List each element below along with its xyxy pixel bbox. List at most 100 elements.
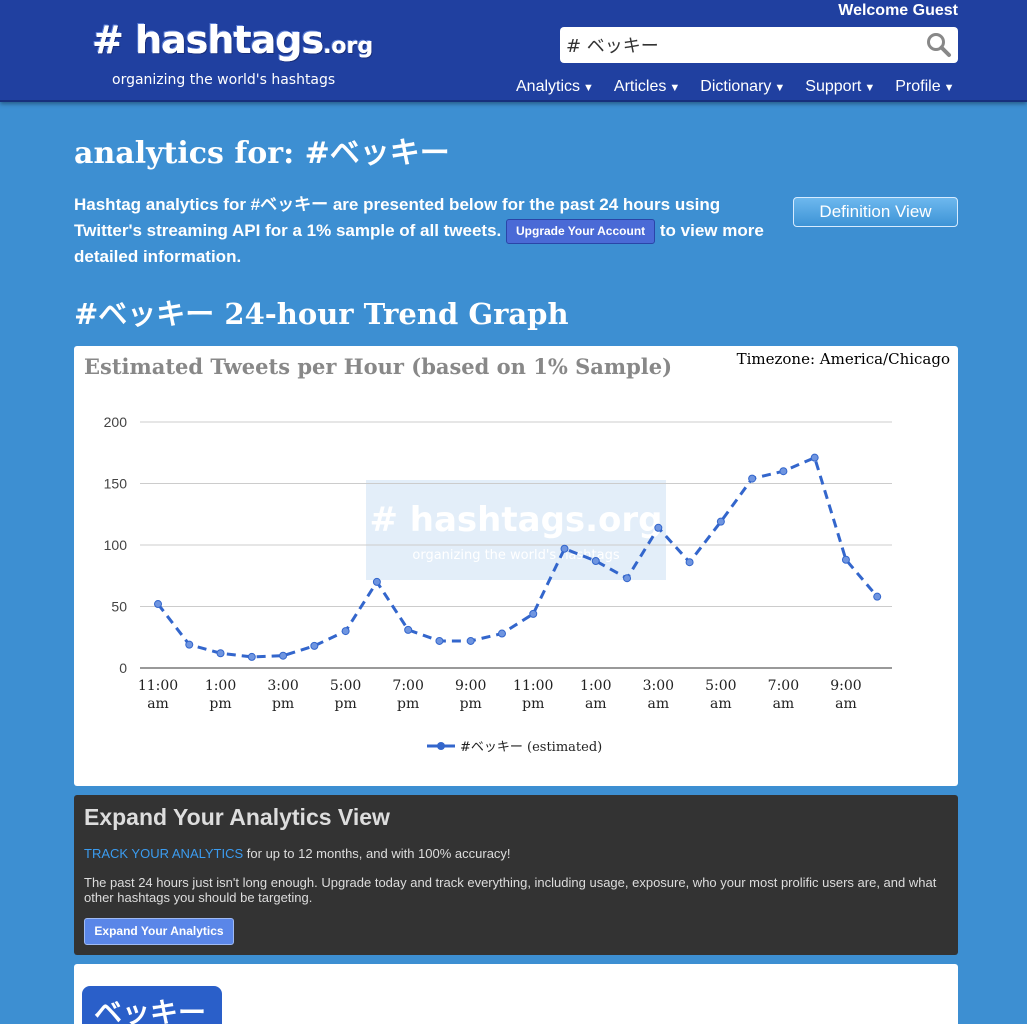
watermark-tagline: organizing the world's hashtags — [412, 548, 619, 563]
x-tick-sublabel: pm — [272, 696, 294, 712]
data-point — [685, 558, 694, 567]
x-tick-sublabel: am — [773, 696, 795, 712]
chart-gridlines — [140, 421, 892, 669]
y-tick-label: 200 — [104, 414, 128, 430]
x-tick-sublabel: pm — [460, 696, 482, 712]
chart-card: # hashtags.org organizing the world's has… — [74, 346, 958, 786]
data-point — [748, 474, 757, 483]
x-tick-label: 9:00 — [830, 678, 861, 694]
x-tick-label: 7:00 — [392, 678, 423, 694]
chevron-down-icon: ▼ — [583, 82, 594, 94]
legend-marker — [437, 742, 445, 750]
nav-articles-label: Articles — [613, 78, 667, 95]
data-point — [779, 467, 788, 476]
x-tick-label: 1:00 — [205, 678, 236, 694]
chevron-down-icon: ▼ — [669, 82, 681, 94]
upgrade-account-button[interactable]: Upgrade Your Account — [506, 219, 656, 244]
track-analytics-rest: for up to 12 months, and with 100% accur… — [243, 846, 511, 861]
nav-articles[interactable]: Articles ▼ — [614, 78, 680, 96]
intro-text-end: to view more detailed information. — [74, 221, 764, 266]
nav-dictionary-label: Dictionary — [700, 78, 772, 95]
x-tick-label: 9:00 — [455, 678, 486, 694]
expand-analytics-card: Expand Your Analytics View TRACK YOUR AN… — [74, 795, 958, 955]
x-tick-label: 5:00 — [705, 678, 736, 694]
page-title: analytics for: #ベッキー — [74, 136, 450, 171]
x-tick-sublabel: am — [710, 696, 732, 712]
x-tick-label: 7:00 — [768, 678, 799, 694]
data-point — [716, 517, 725, 526]
intro-text-start: Hashtag analytics for #ベッキー are presente… — [74, 195, 721, 240]
data-point — [404, 625, 413, 634]
data-point — [341, 627, 350, 636]
nav-profile[interactable]: Profile ▼ — [895, 78, 954, 96]
data-point — [810, 453, 819, 462]
x-tick-sublabel: am — [585, 696, 607, 712]
chart-title: Estimated Tweets per Hour (based on 1% S… — [84, 354, 673, 379]
data-point — [247, 652, 256, 661]
data-point — [497, 629, 506, 638]
watermark: # hashtags.org organizing the world's has… — [366, 480, 666, 580]
search-icon[interactable] — [926, 32, 952, 58]
data-point — [466, 636, 475, 645]
nav-dictionary[interactable]: Dictionary ▼ — [700, 78, 785, 96]
y-tick-label: 50 — [111, 599, 127, 615]
x-tick-sublabel: am — [648, 696, 670, 712]
x-tick-sublabel: pm — [334, 696, 356, 712]
data-point — [529, 609, 538, 618]
hashtag-badge: ベッキー — [82, 986, 222, 1024]
watermark-logo: # hashtags.org — [369, 500, 662, 540]
data-point — [841, 555, 850, 564]
track-analytics-link[interactable]: TRACK YOUR ANALYTICS — [84, 846, 244, 861]
logo-text: # hashtags — [92, 18, 324, 62]
y-tick-label: 150 — [104, 476, 128, 492]
intro-text: Hashtag analytics for #ベッキー are presente… — [74, 192, 786, 270]
hashtag-card: ベッキー — [74, 964, 958, 1024]
track-analytics-text: TRACK YOUR ANALYTICS for up to 12 months… — [84, 846, 511, 861]
x-tick-sublabel: pm — [209, 696, 231, 712]
definition-view-button[interactable]: Definition View — [793, 197, 958, 227]
nav-support-label: Support — [805, 78, 862, 95]
logo-domain: .org — [323, 34, 374, 59]
search-input[interactable] — [566, 30, 916, 60]
chart-timezone: Timezone: America/Chicago — [736, 350, 950, 368]
x-tick-sublabel: am — [835, 696, 857, 712]
x-tick-sublabel: pm — [397, 696, 419, 712]
nav-profile-label: Profile — [895, 78, 941, 95]
x-tick-label: 11:00 — [513, 678, 553, 694]
nav-analytics[interactable]: Analytics ▼ — [516, 78, 594, 96]
logo-tagline: organizing the world's hashtags — [112, 72, 336, 88]
trend-graph-title: #ベッキー 24-hour Trend Graph — [74, 297, 569, 331]
x-tick-label: 1:00 — [580, 678, 611, 694]
x-tick-label: 3:00 — [643, 678, 674, 694]
welcome-text: Welcome Guest — [838, 2, 958, 19]
trend-chart: # hashtags.org organizing the world's has… — [104, 414, 892, 755]
data-point — [372, 577, 381, 586]
data-point — [216, 649, 225, 658]
y-tick-label: 100 — [104, 537, 128, 553]
data-point — [560, 544, 569, 553]
data-point — [310, 641, 319, 650]
nav-analytics-label: Analytics — [516, 78, 581, 95]
nav-support[interactable]: Support ▼ — [805, 78, 875, 96]
expand-description: The past 24 hours just isn't long enough… — [84, 875, 937, 905]
chevron-down-icon: ▼ — [864, 82, 876, 94]
site-logo[interactable]: # hashtags.org organizing the world's ha… — [92, 18, 373, 88]
chart-legend[interactable]: #ベッキー (estimated) — [427, 740, 602, 755]
chevron-down-icon: ▼ — [774, 82, 786, 94]
watermark-box — [366, 480, 666, 580]
site-header: # hashtags.org organizing the world's ha… — [0, 0, 1027, 102]
y-axis-ticks: 0 50 100 150 200 — [104, 414, 128, 676]
x-tick-label: 11:00 — [138, 678, 178, 694]
x-tick-sublabel: pm — [522, 696, 544, 712]
y-tick-label: 0 — [119, 660, 127, 676]
expand-analytics-button[interactable]: Expand Your Analytics — [84, 918, 234, 945]
search-box — [560, 27, 958, 63]
x-axis-ticks: 11:00 am 1:00 pm 3:00 pm 5:00 pm 7:00 pm 9:00 pm 11:… — [138, 678, 862, 712]
data-point — [279, 651, 288, 660]
expand-title: Expand Your Analytics View — [84, 804, 390, 830]
main-nav: Analytics ▼ Articles ▼ Dictionary ▼ Support… — [516, 78, 974, 96]
x-tick-label: 5:00 — [330, 678, 361, 694]
data-point — [654, 523, 663, 532]
data-point — [623, 574, 632, 583]
series-line — [156, 455, 879, 659]
